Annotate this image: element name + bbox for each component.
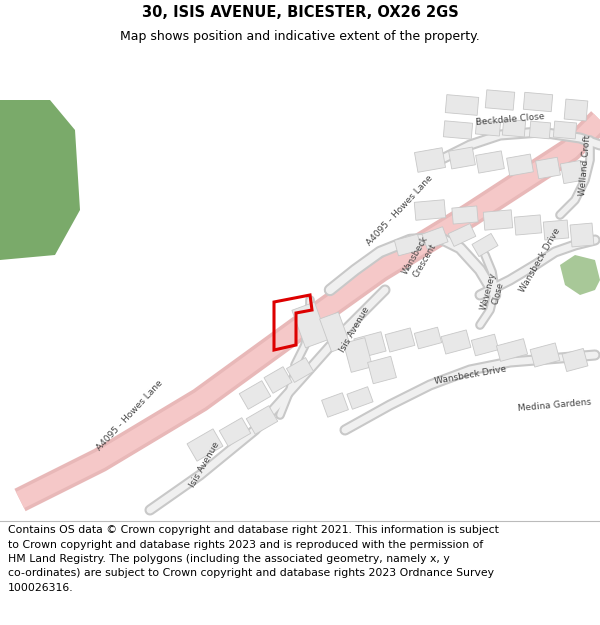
Bar [347, 387, 373, 409]
Polygon shape [560, 255, 600, 295]
Bar [445, 94, 479, 116]
Bar [452, 206, 478, 224]
Bar [562, 349, 588, 371]
Bar [415, 327, 442, 349]
Bar [354, 332, 386, 358]
Text: A4095 - Howes Lane: A4095 - Howes Lane [95, 378, 165, 452]
Bar [475, 120, 500, 136]
Text: Wansbeck Drive: Wansbeck Drive [518, 226, 562, 294]
Bar [483, 210, 513, 230]
Bar [448, 224, 476, 246]
Text: Wansbeck
Crescent: Wansbeck Crescent [401, 234, 439, 281]
Polygon shape [0, 100, 80, 260]
Bar [415, 148, 446, 173]
Text: to Crown copyright and database rights 2023 and is reproduced with the permissio: to Crown copyright and database rights 2… [8, 539, 483, 549]
Bar [530, 343, 560, 367]
Bar [246, 406, 278, 434]
Text: Medina Gardens: Medina Gardens [518, 398, 592, 412]
Bar [506, 154, 533, 176]
Bar [414, 200, 446, 220]
Bar [523, 92, 553, 112]
Bar [441, 330, 471, 354]
Bar [564, 99, 588, 121]
Bar [536, 158, 560, 179]
Bar [322, 392, 349, 418]
Bar [553, 121, 577, 139]
Text: co-ordinates) are subject to Crown copyright and database rights 2023 Ordnance S: co-ordinates) are subject to Crown copyr… [8, 569, 494, 579]
Text: HM Land Registry. The polygons (including the associated geometry, namely x, y: HM Land Registry. The polygons (includin… [8, 554, 450, 564]
Bar [449, 147, 475, 169]
Bar [570, 223, 594, 247]
Bar [187, 429, 223, 461]
Bar [472, 334, 499, 356]
Bar [286, 357, 314, 382]
Bar [443, 121, 473, 139]
Text: Map shows position and indicative extent of the property.: Map shows position and indicative extent… [120, 31, 480, 43]
Text: Beckdale Close: Beckdale Close [475, 112, 545, 128]
Bar [385, 328, 415, 352]
Text: Isis Avenue: Isis Avenue [188, 441, 221, 489]
Bar [529, 121, 551, 139]
Bar [543, 220, 569, 240]
Bar [472, 234, 498, 256]
Bar [343, 338, 373, 372]
Text: 30, ISIS AVENUE, BICESTER, OX26 2GS: 30, ISIS AVENUE, BICESTER, OX26 2GS [142, 5, 458, 20]
Text: Isis Avenue: Isis Avenue [338, 306, 371, 354]
Bar [496, 339, 527, 361]
Bar [514, 215, 542, 235]
Bar [292, 302, 328, 348]
Bar [502, 119, 526, 137]
Text: Contains OS data © Crown copyright and database right 2021. This information is : Contains OS data © Crown copyright and d… [8, 525, 499, 535]
Bar [485, 90, 515, 110]
Bar [239, 381, 271, 409]
Text: Waveney
Close: Waveney Close [479, 271, 508, 313]
Bar [476, 151, 505, 173]
Bar [219, 418, 251, 446]
Bar [320, 312, 350, 352]
Text: 100026316.: 100026316. [8, 583, 74, 593]
Bar [368, 356, 397, 384]
Text: A4095 - Howes Lane: A4095 - Howes Lane [365, 173, 435, 247]
Bar [422, 227, 448, 249]
Bar [394, 234, 422, 256]
Bar [560, 161, 584, 184]
Text: Welland Croft: Welland Croft [578, 134, 592, 196]
Text: Wansbeck Drive: Wansbeck Drive [433, 364, 506, 386]
Bar [264, 367, 292, 393]
